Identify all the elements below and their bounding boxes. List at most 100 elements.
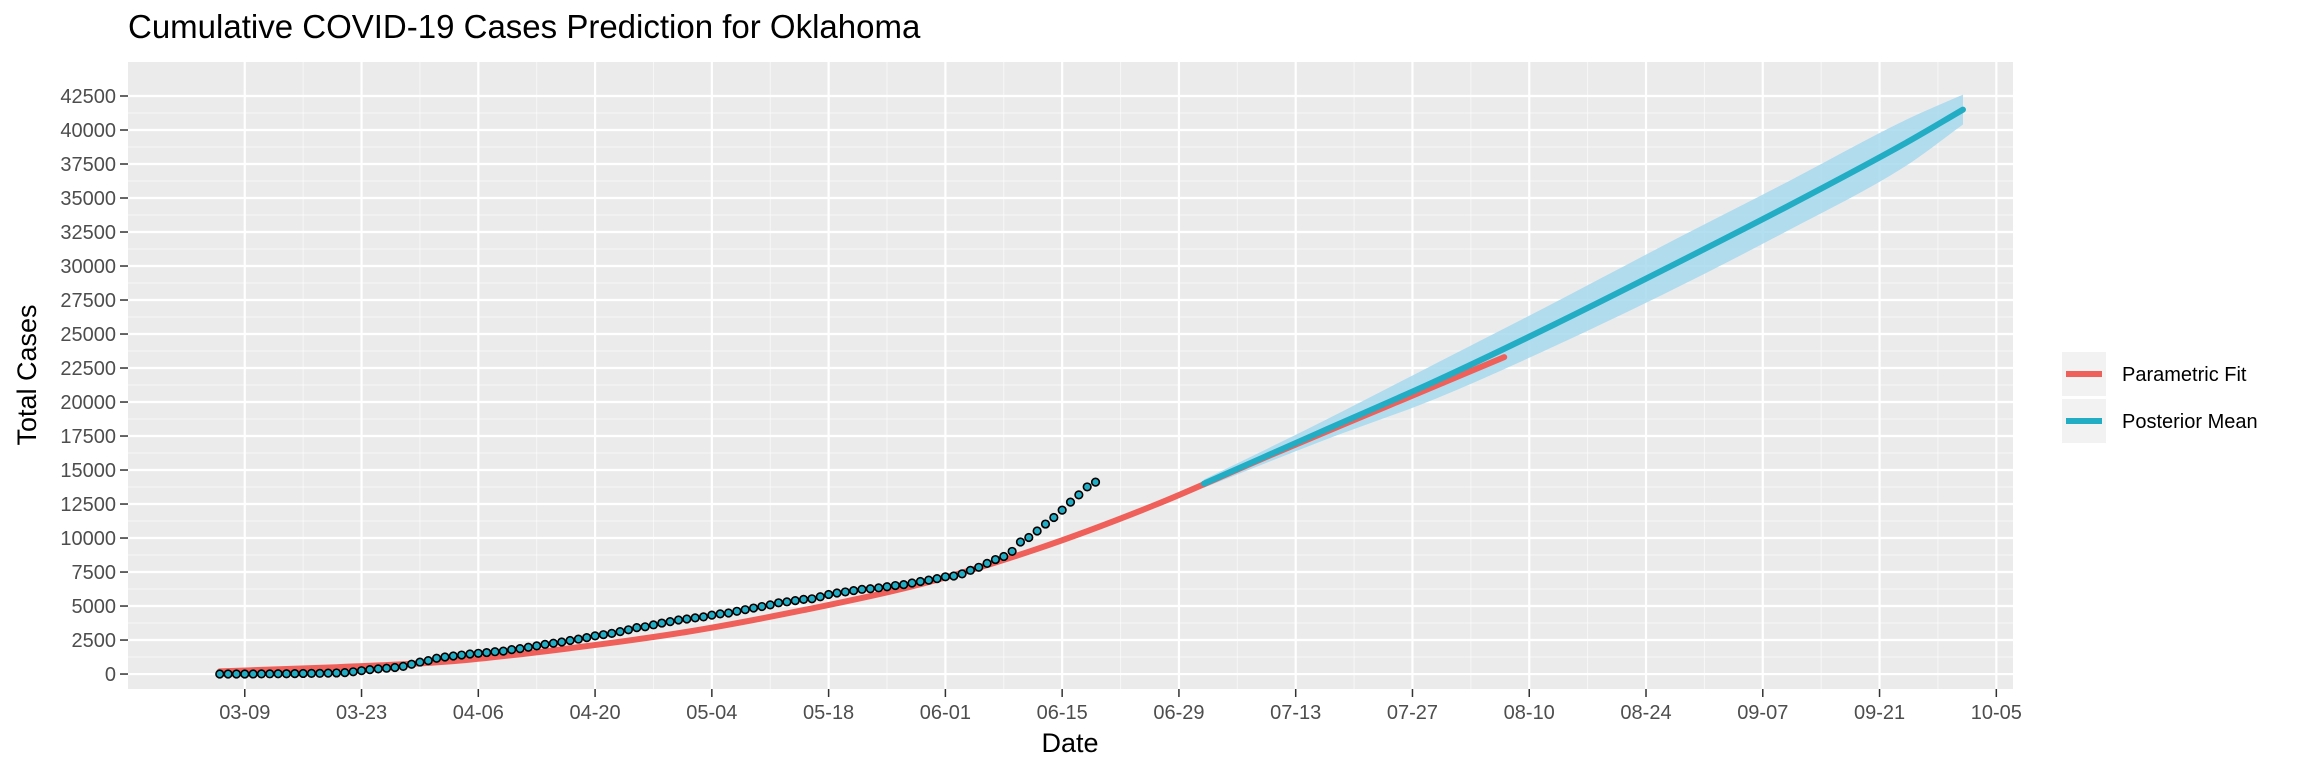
observed-point [632, 623, 642, 633]
observed-point [849, 585, 859, 596]
observed-point [698, 612, 709, 622]
x-tick-label: 04-06 [453, 702, 504, 724]
y-axis: 0 2500 5000 7500 10000 12500 15000 17500 20000 22… [60, 86, 128, 686]
observed-point [406, 659, 417, 669]
observed-point [1015, 537, 1026, 547]
observed-point [457, 650, 467, 660]
x-tick-label: 04-20 [570, 702, 621, 724]
series-layer [216, 106, 1966, 675]
posterior-credible-band [1203, 94, 1963, 488]
observed-point [899, 580, 909, 590]
y-tick-label: 5000 [72, 596, 117, 618]
observed-point [215, 669, 225, 679]
observed-point [381, 663, 392, 673]
y-tick-label: 22500 [60, 358, 116, 380]
legend-label-posterior-mean: Posterior Mean [2122, 411, 2258, 433]
observed-point [523, 642, 533, 652]
observed-point [1032, 526, 1042, 536]
x-tick-label: 05-18 [803, 702, 854, 724]
observed-point [398, 661, 408, 671]
y-tick-label: 32500 [60, 222, 116, 244]
y-tick-label: 12500 [60, 494, 116, 516]
observed-point [982, 558, 992, 568]
observed-point [1065, 497, 1076, 507]
observed-point [757, 601, 767, 612]
y-tick-label: 30000 [60, 256, 116, 278]
x-tick-label: 10-05 [1971, 702, 2022, 724]
observed-point [990, 554, 1001, 565]
observed-point [949, 571, 959, 581]
observed-point [807, 594, 817, 604]
observed-point [957, 569, 967, 579]
observed-point [273, 669, 283, 679]
observed-point [515, 644, 525, 654]
observed-point [507, 645, 517, 655]
y-tick-label: 0 [105, 664, 116, 686]
observed-point [665, 617, 675, 627]
observed-point [448, 651, 458, 661]
observed-point [740, 605, 750, 615]
observed-point [365, 665, 375, 675]
observed-point [657, 618, 667, 628]
legend-label-parametric-fit: Parametric Fit [2122, 364, 2247, 386]
observed-point [1040, 519, 1051, 529]
observed-point [598, 630, 609, 640]
observed-point [565, 635, 575, 646]
y-tick-label: 7500 [72, 562, 117, 584]
y-tick-label: 42500 [60, 86, 116, 108]
observed-point [707, 610, 717, 620]
observed-point [582, 632, 592, 643]
observed-point [1049, 512, 1059, 523]
observed-point [315, 668, 325, 678]
observed-point [415, 657, 425, 667]
observed-point [874, 583, 884, 593]
observed-point [482, 647, 492, 658]
observed-point [557, 637, 567, 647]
plot-panel [128, 62, 2013, 689]
y-tick-label: 25000 [60, 324, 116, 346]
observed-point [281, 669, 292, 679]
observed-point [932, 574, 942, 584]
observed-point [907, 578, 917, 588]
x-tick-label: 09-07 [1737, 702, 1788, 724]
y-tick-label: 17500 [60, 426, 116, 448]
observed-point [1082, 482, 1092, 492]
observed-point [857, 584, 867, 594]
observed-point [798, 594, 809, 604]
observed-points-layer [215, 477, 1101, 679]
observed-point [231, 669, 242, 679]
observed-point [815, 592, 825, 602]
observed-point [865, 584, 875, 594]
credible-band-layer [1203, 94, 1963, 488]
observed-point [790, 596, 800, 606]
y-tick-label: 40000 [60, 120, 116, 142]
observed-point [723, 608, 734, 618]
observed-point [1007, 546, 1017, 557]
observed-point [298, 668, 308, 679]
observed-point [640, 622, 650, 632]
y-axis-title: Total Cases [12, 304, 42, 445]
x-tick-label: 07-27 [1387, 702, 1438, 724]
chart-title: Cumulative COVID-19 Cases Prediction for… [128, 8, 921, 45]
observed-point [623, 625, 634, 635]
observed-point [348, 667, 358, 677]
x-tick-label: 06-29 [1153, 702, 1204, 724]
y-tick-label: 2500 [72, 630, 117, 652]
observed-point [340, 667, 350, 678]
observed-point [1024, 532, 1034, 543]
observed-point [915, 576, 925, 587]
observed-point [373, 664, 383, 674]
x-tick-label: 09-21 [1854, 702, 1905, 724]
observed-point [390, 662, 400, 673]
observed-point [682, 614, 692, 624]
x-tick-label: 05-04 [686, 702, 737, 724]
observed-point [1090, 477, 1101, 487]
observed-point [773, 598, 784, 608]
x-tick-label: 03-23 [336, 702, 387, 724]
observed-point [356, 666, 367, 676]
observed-point [1057, 505, 1067, 515]
observed-point [306, 668, 317, 678]
observed-point [223, 669, 233, 679]
observed-point [440, 652, 450, 662]
